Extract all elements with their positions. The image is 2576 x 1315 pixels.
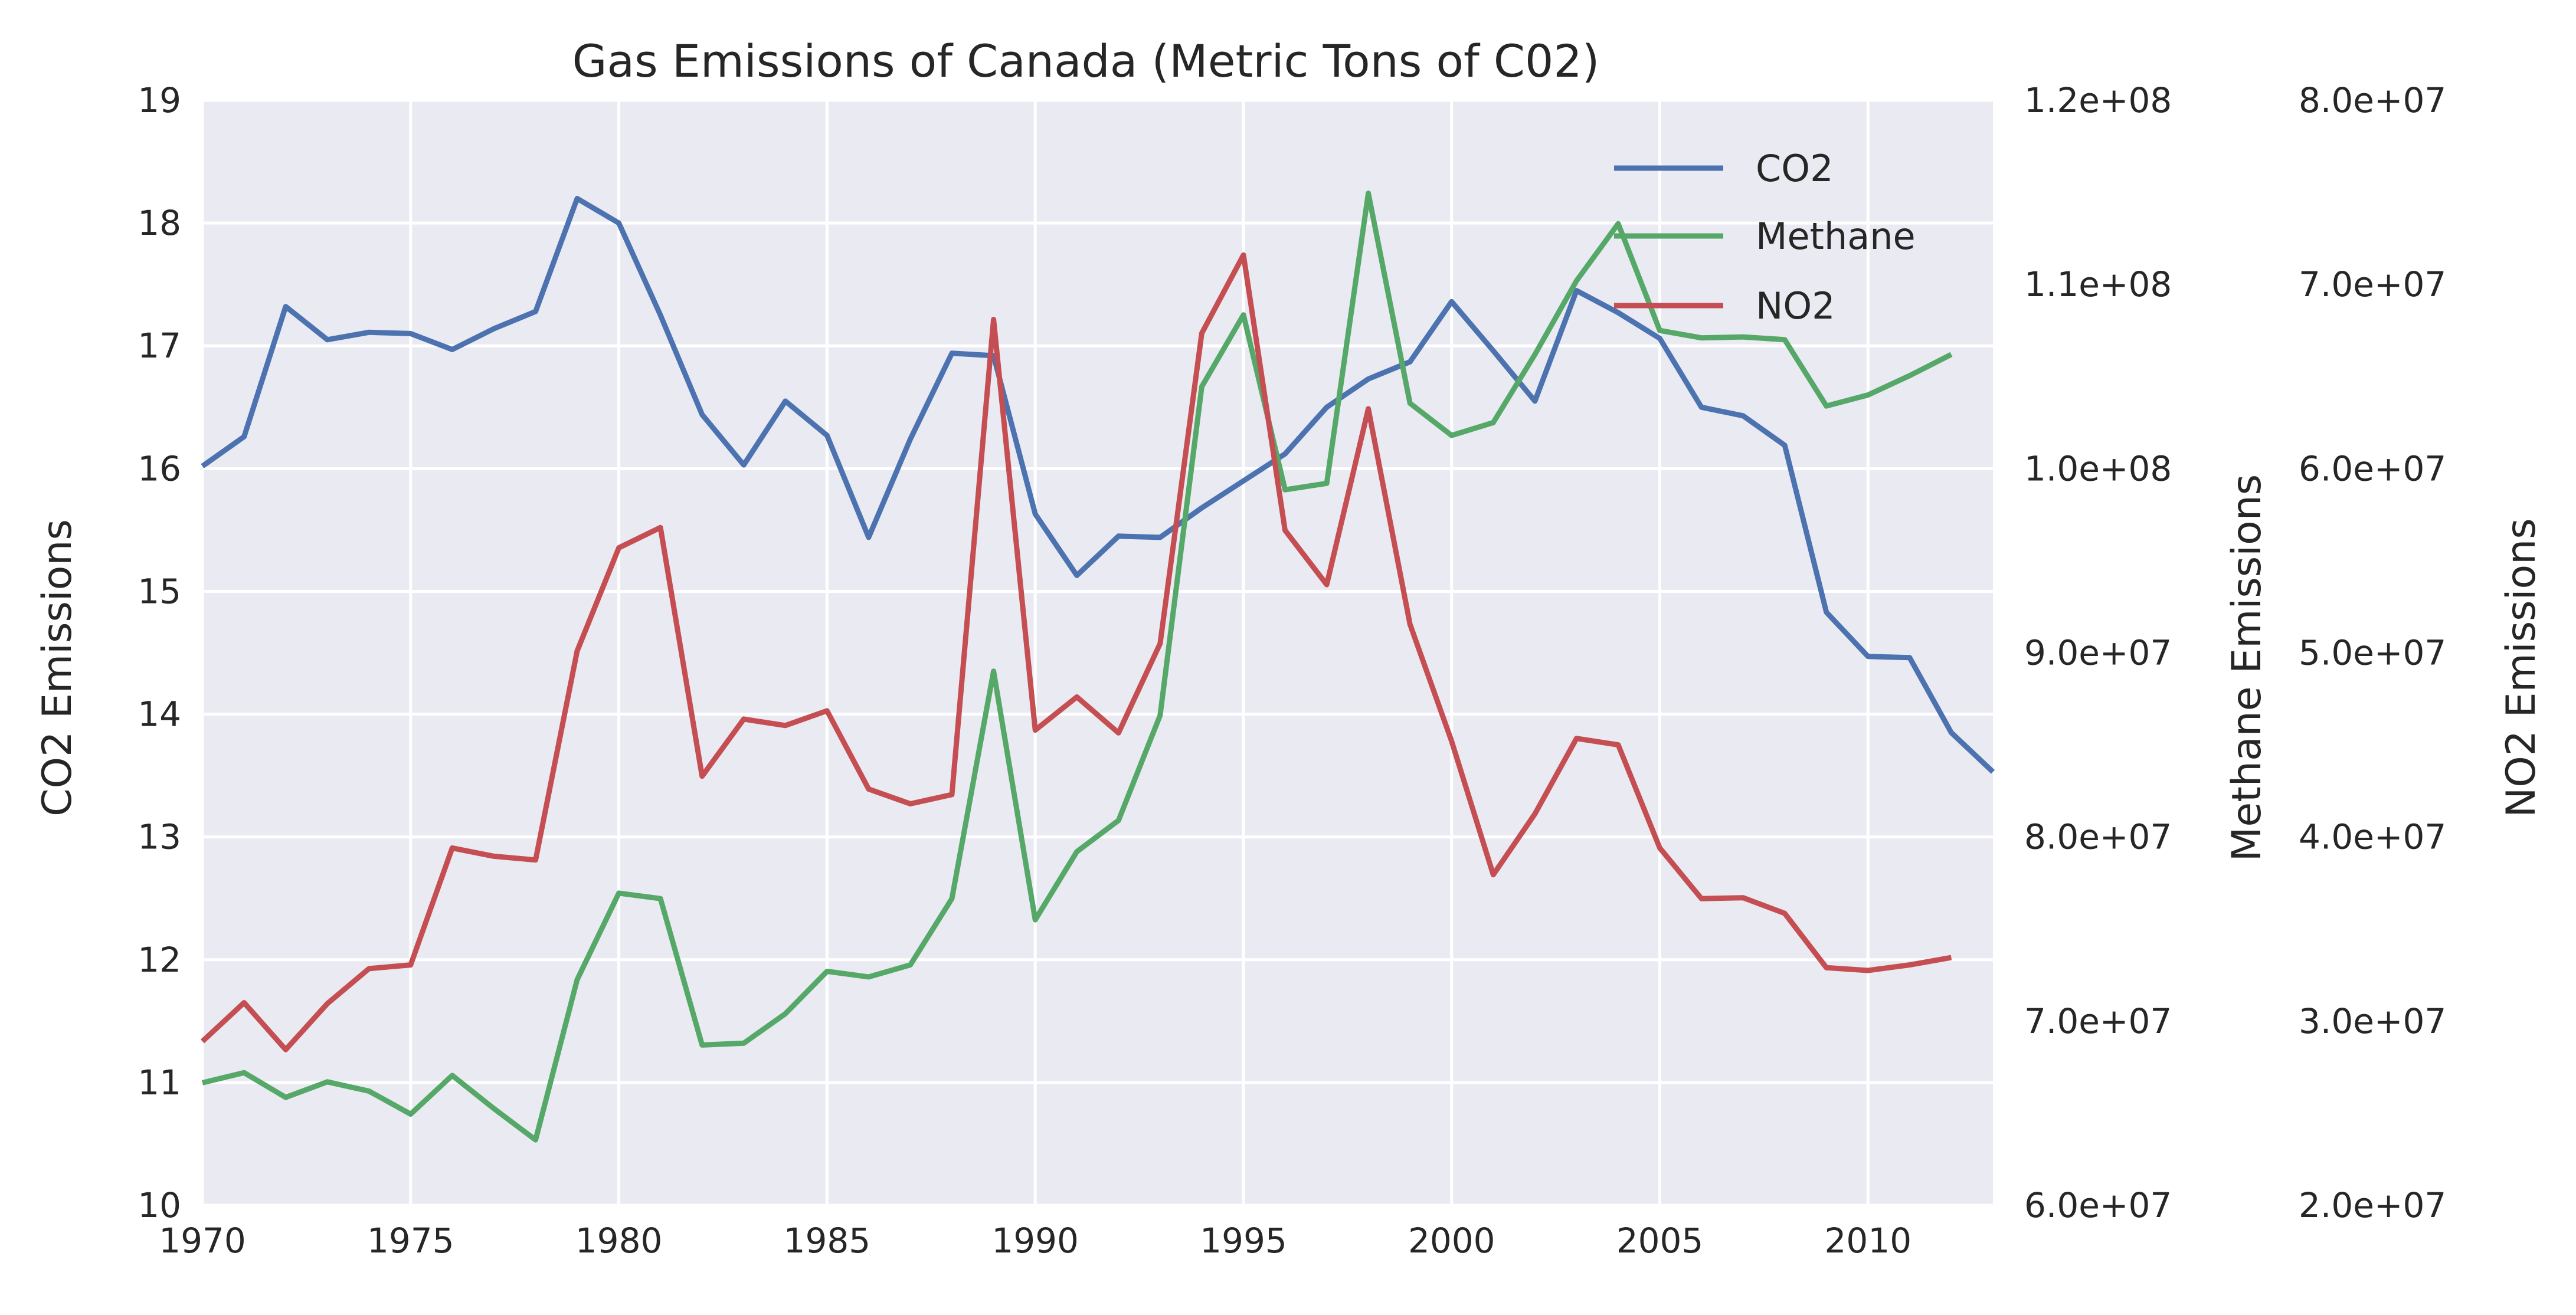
no2-tick-label: 3.0e+07 bbox=[2299, 1001, 2446, 1041]
x-tick-label: 2000 bbox=[1408, 1221, 1495, 1261]
legend-label-co2: CO2 bbox=[1756, 147, 1834, 190]
x-tick-label: 1975 bbox=[367, 1221, 454, 1261]
x-tick-label: 2010 bbox=[1825, 1221, 1912, 1261]
co2-tick-label: 10 bbox=[138, 1185, 181, 1225]
methane-tick-label: 1.1e+08 bbox=[2024, 264, 2172, 304]
co2-tick-label: 13 bbox=[138, 817, 181, 857]
legend-label-no2: NO2 bbox=[1756, 284, 1835, 327]
co2-tick-label: 18 bbox=[138, 203, 181, 243]
co2-tick-label: 11 bbox=[138, 1063, 181, 1103]
co2-tick-label: 12 bbox=[138, 940, 181, 980]
methane-tick-label: 8.0e+07 bbox=[2024, 817, 2172, 857]
plot-background bbox=[202, 100, 1993, 1205]
x-tick-label: 2005 bbox=[1616, 1221, 1704, 1261]
no2-tick-label: 8.0e+07 bbox=[2299, 80, 2446, 120]
x-tick-label: 1995 bbox=[1200, 1221, 1287, 1261]
no2-tick-label: 5.0e+07 bbox=[2299, 633, 2446, 673]
methane-tick-label: 9.0e+07 bbox=[2024, 633, 2172, 673]
co2-tick-label: 17 bbox=[138, 326, 181, 366]
methane-tick-label: 6.0e+07 bbox=[2024, 1185, 2172, 1225]
x-axis: 1970 1975 1980 1985 1990 1995 2000 2005 2010 bbox=[159, 1221, 1911, 1261]
co2-axis-title: CO2 Emissions bbox=[34, 519, 81, 816]
co2-axis: 10 11 12 13 14 15 16 17 18 19 bbox=[138, 80, 181, 1225]
series-line-methane bbox=[201, 191, 1953, 1143]
x-tick-label: 1990 bbox=[991, 1221, 1079, 1261]
no2-axis: 2.0e+07 3.0e+07 4.0e+07 5.0e+07 6.0e+07 7.0e+… bbox=[2299, 80, 2446, 1225]
chart-title: Gas Emissions of Canada (Metric Tons of … bbox=[572, 35, 1600, 87]
series-lines bbox=[200, 191, 1995, 1143]
co2-tick-label: 14 bbox=[138, 694, 181, 734]
x-tick-label: 1980 bbox=[575, 1221, 663, 1261]
methane-axis: 6.0e+07 7.0e+07 8.0e+07 9.0e+07 1.0e+08 1.1e+… bbox=[2024, 80, 2172, 1225]
legend-label-methane: Methane bbox=[1756, 215, 1916, 258]
methane-tick-label: 1.0e+08 bbox=[2024, 448, 2172, 488]
co2-tick-label: 15 bbox=[138, 571, 181, 611]
x-tick-label: 1970 bbox=[159, 1221, 246, 1261]
no2-tick-label: 7.0e+07 bbox=[2299, 264, 2446, 304]
legend: CO2 Methane NO2 bbox=[1614, 147, 1916, 327]
co2-tick-label: 16 bbox=[138, 448, 181, 488]
no2-tick-label: 2.0e+07 bbox=[2299, 1185, 2446, 1225]
series-line-co2 bbox=[201, 196, 1995, 774]
co2-tick-label: 19 bbox=[138, 80, 181, 120]
series-line-no2 bbox=[200, 252, 1952, 1052]
methane-axis-title: Methane Emissions bbox=[2224, 474, 2270, 861]
methane-tick-label: 7.0e+07 bbox=[2024, 1001, 2172, 1041]
no2-axis-title: NO2 Emissions bbox=[2498, 518, 2545, 817]
methane-tick-label: 1.2e+08 bbox=[2024, 80, 2172, 120]
no2-tick-label: 6.0e+07 bbox=[2299, 448, 2446, 488]
x-tick-label: 1985 bbox=[784, 1221, 871, 1261]
no2-tick-label: 4.0e+07 bbox=[2299, 817, 2446, 857]
